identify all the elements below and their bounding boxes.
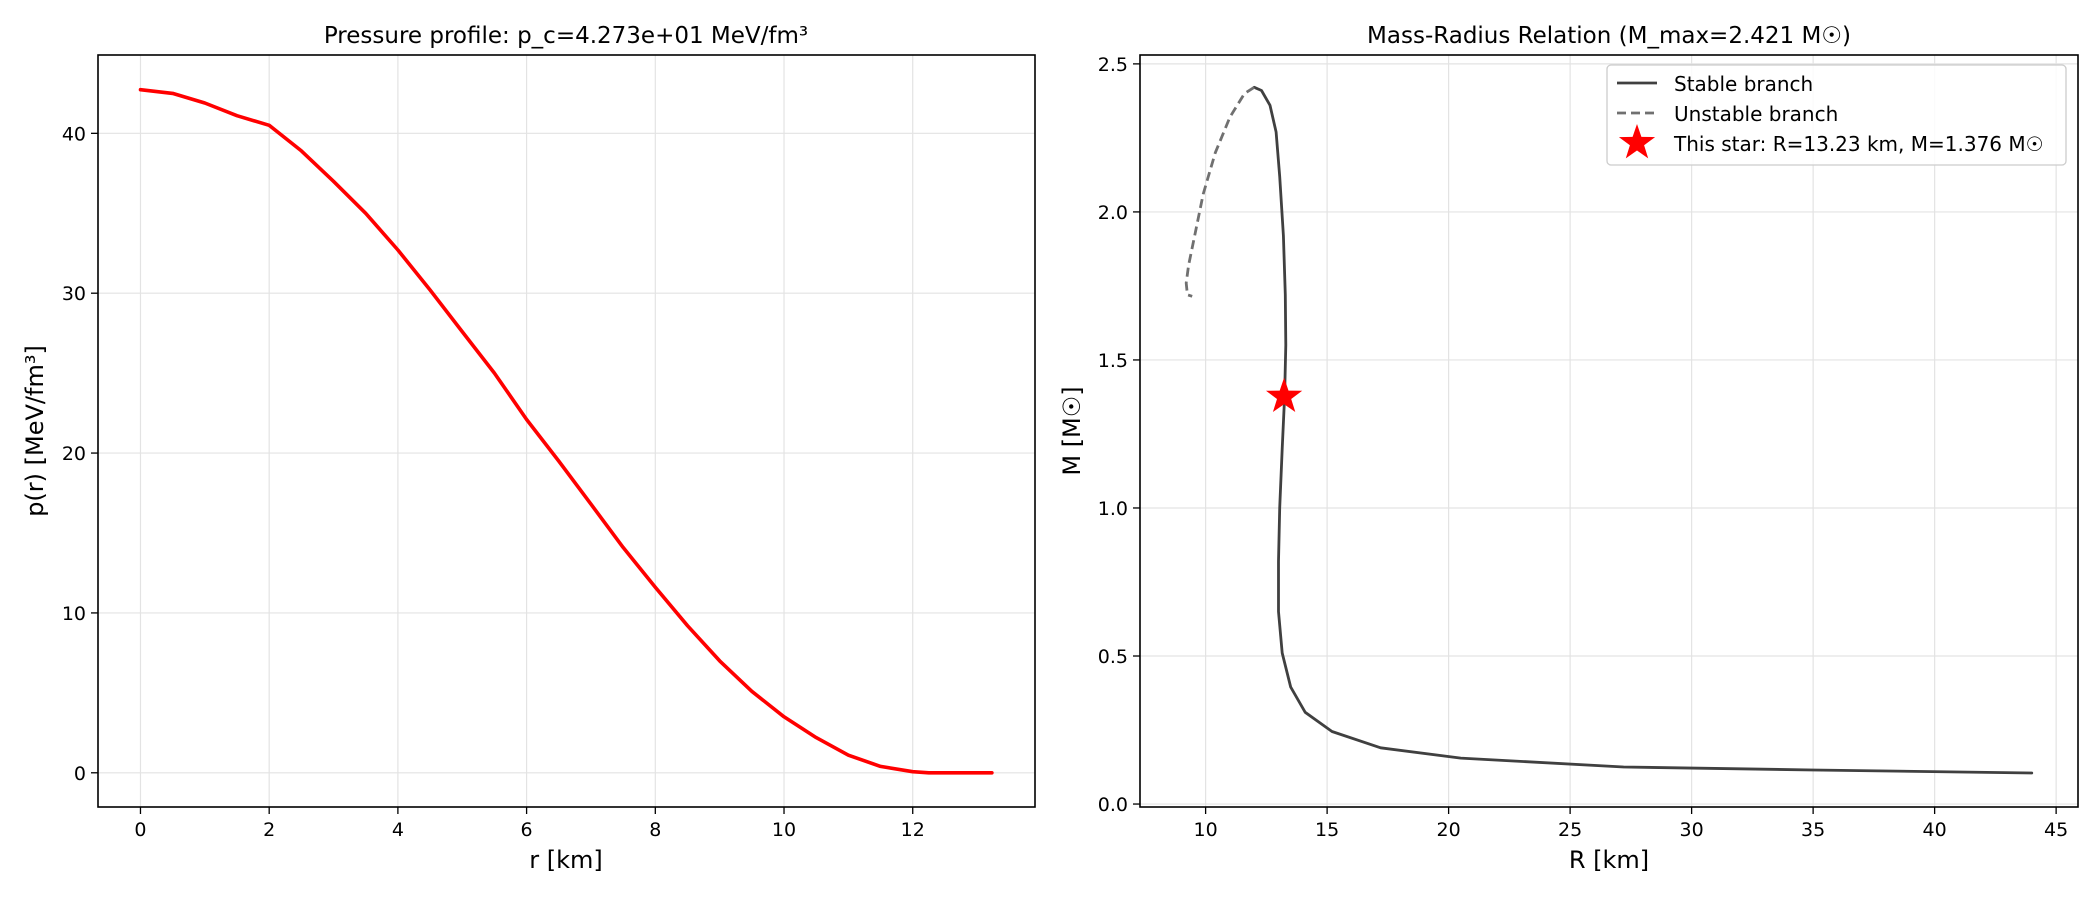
pressure-x-tick-label: 6 [521,819,533,841]
mass-radius-y-tick-label: 1.5 [1098,350,1128,372]
mass-radius-y-tick-label: 0.5 [1098,646,1128,668]
this-star-marker [1266,377,1303,412]
mass-radius-chart-title: Mass-Radius Relation (M_max=2.421 M☉) [1367,23,1851,49]
pressure-y-tick-label: 40 [62,123,86,145]
mass-radius-y-ticks: 0.0 0.5 1.0 1.5 2.0 2.5 [1098,54,1140,816]
pressure-y-tick-label: 0 [74,763,86,785]
mass-radius-x-tick-label: 25 [1558,819,1582,841]
mass-radius-y-tick-label: 0.0 [1098,794,1128,816]
pressure-axes-frame [97,54,1036,808]
mass-radius-y-label: M [M☉] [1058,386,1086,475]
mass-radius-y-tick-label: 2.0 [1098,202,1128,224]
pressure-y-label: p(r) [MeV/fm³] [21,345,49,517]
legend-marker-label: This star: R=13.23 km, M=1.376 M☉ [1673,132,2044,156]
legend-unstable-label: Unstable branch [1674,102,1838,126]
mass-radius-series-line-unstable-branch [1184,86,1255,298]
pressure-x-label: r [km] [529,846,603,874]
mass-radius-x-tick-label: 20 [1437,819,1461,841]
pressure-profile-chart: 0 2 4 6 8 10 12 0 10 20 30 40 Pressure profile: p_… [21,23,1036,874]
pressure-x-tick-label: 2 [263,819,275,841]
mass-radius-grid [1140,55,2078,807]
legend: Stable branch Unstable branch This star:… [1606,64,2067,166]
pressure-y-tick-label: 30 [62,283,86,305]
pressure-x-tick-label: 4 [392,819,404,841]
pressure-series [138,87,994,775]
pressure-x-tick-label: 12 [901,819,925,841]
mass-radius-x-tick-label: 10 [1194,819,1218,841]
mass-radius-x-tick-label: 40 [1923,819,1947,841]
mass-radius-series-line-stable-branch [1252,85,2034,775]
pressure-grid [98,55,1035,807]
pressure-x-tick-label: 8 [649,819,661,841]
legend-box [1606,64,2067,166]
legend-stable-label: Stable branch [1674,72,1813,96]
mass-radius-x-tick-label: 30 [1680,819,1704,841]
pressure-x-tick-label: 10 [772,819,796,841]
pressure-x-ticks: 0 2 4 6 8 10 12 [134,807,925,841]
mass-radius-x-label: R [km] [1569,846,1649,874]
pressure-series-line-0 [138,87,994,775]
mass-radius-chart: 10 15 20 25 30 35 40 45 0.0 0.5 1.0 1.5 2.0 2.5 Mass… [1058,23,2079,874]
pressure-y-tick-label: 10 [62,603,86,625]
mass-radius-x-ticks: 10 15 20 25 30 35 40 45 [1194,807,2068,841]
legend-star-icon [1618,124,1656,159]
mass-radius-axes-frame [1139,54,2079,808]
pressure-x-tick-label: 0 [134,819,146,841]
pressure-y-tick-label: 20 [62,443,86,465]
mass-radius-series [1184,85,2034,775]
mass-radius-x-tick-label: 45 [2044,819,2068,841]
mass-radius-y-tick-label: 1.0 [1098,498,1128,520]
mass-radius-y-tick-label: 2.5 [1098,54,1128,76]
mass-radius-x-tick-label: 35 [1801,819,1825,841]
mass-radius-x-tick-label: 15 [1315,819,1339,841]
pressure-chart-title: Pressure profile: p_c=4.273e+01 MeV/fm³ [324,23,808,49]
pressure-y-ticks: 0 10 20 30 40 [62,123,98,785]
